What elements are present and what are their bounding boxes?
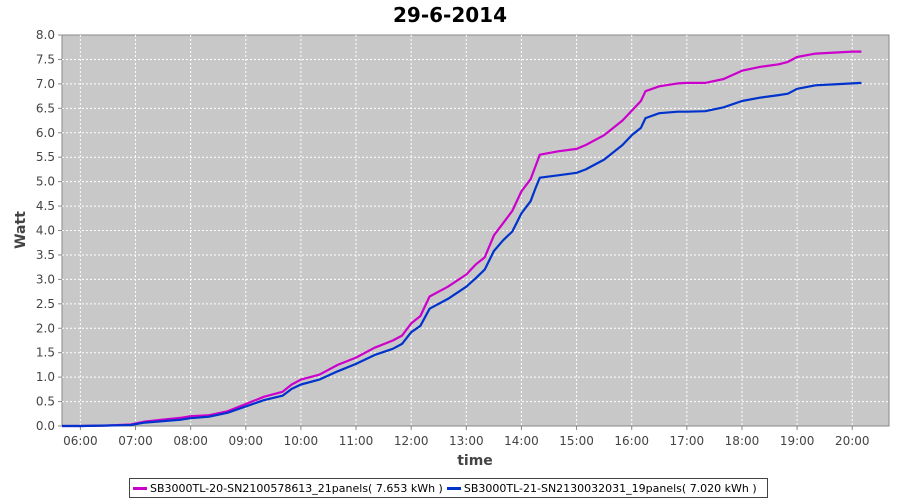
series-line-2: [62, 81, 862, 428]
y-tick-label: 7.0: [36, 77, 55, 91]
series-lines: [62, 50, 862, 428]
y-tick-label: 3.5: [36, 248, 55, 262]
y-axis-title: Watt: [13, 211, 29, 249]
x-tick-label: 11:00: [339, 434, 374, 448]
x-tick-label: 08:00: [173, 434, 208, 448]
x-tick-label: 06:00: [63, 434, 98, 448]
y-tick-label: 4.5: [36, 199, 55, 213]
legend-item-series-1: SB3000TL-20-SN2100578613_21panels( 7.653…: [133, 482, 443, 495]
legend-swatch-series-2: [446, 486, 461, 490]
y-tick-label: 0.5: [36, 395, 55, 409]
x-tick-label: 10:00: [284, 434, 319, 448]
x-tick-label: 20:00: [835, 434, 870, 448]
y-tick-label: 1.5: [36, 346, 55, 360]
x-tick-label: 15:00: [559, 434, 594, 448]
y-tick-label: 6.0: [36, 126, 55, 140]
x-tick-label: 19:00: [780, 434, 815, 448]
series-line-1: [62, 50, 862, 428]
y-tick-label: 5.5: [36, 150, 55, 164]
chart-title: 29-6-2014: [393, 3, 507, 27]
x-tick-label: 17:00: [670, 434, 705, 448]
y-tick-label: 7.5: [36, 52, 55, 66]
legend: SB3000TL-20-SN2100578613_21panels( 7.653…: [129, 478, 768, 498]
x-tick-label: 12:00: [394, 434, 429, 448]
line-chart: 29-6-2014 0.0 0.5 1.0 1.5 2.0 2.5 3.0 3.5 4.0 4.5…: [13, 3, 890, 469]
y-tick-label: 0.0: [36, 419, 55, 433]
x-tick-label: 14:00: [504, 434, 539, 448]
axes: 0.0 0.5 1.0 1.5 2.0 2.5 3.0 3.5 4.0 4.5 5.0 5.5 6.0 6…: [36, 28, 870, 448]
legend-label-series-2: SB3000TL-21-SN2130032031_19panels( 7.020…: [463, 481, 757, 495]
x-tick-label: 16:00: [614, 434, 649, 448]
y-tick-label: 4.0: [36, 224, 55, 238]
x-tick-label: 18:00: [725, 434, 760, 448]
x-tick-label: 07:00: [118, 434, 153, 448]
y-tick-label: 5.0: [36, 175, 55, 189]
x-tick-label: 13:00: [449, 434, 484, 448]
x-tick-label: 09:00: [228, 434, 263, 448]
legend-swatch-series-1: [133, 486, 147, 490]
y-tick-label: 2.0: [36, 321, 55, 335]
y-tick-label: 1.0: [36, 370, 55, 384]
y-tick-label: 6.5: [36, 101, 55, 115]
y-tick-label: 3.0: [36, 272, 55, 286]
grid-lines: [62, 35, 889, 426]
legend-item-series-2: SB3000TL-21-SN2130032031_19panels( 7.020…: [446, 481, 757, 495]
legend-label-series-1: SB3000TL-20-SN2100578613_21panels( 7.653…: [150, 481, 443, 495]
y-tick-label: 2.5: [36, 297, 55, 311]
x-axis-title: time: [457, 453, 493, 469]
y-tick-label: 8.0: [36, 28, 55, 42]
